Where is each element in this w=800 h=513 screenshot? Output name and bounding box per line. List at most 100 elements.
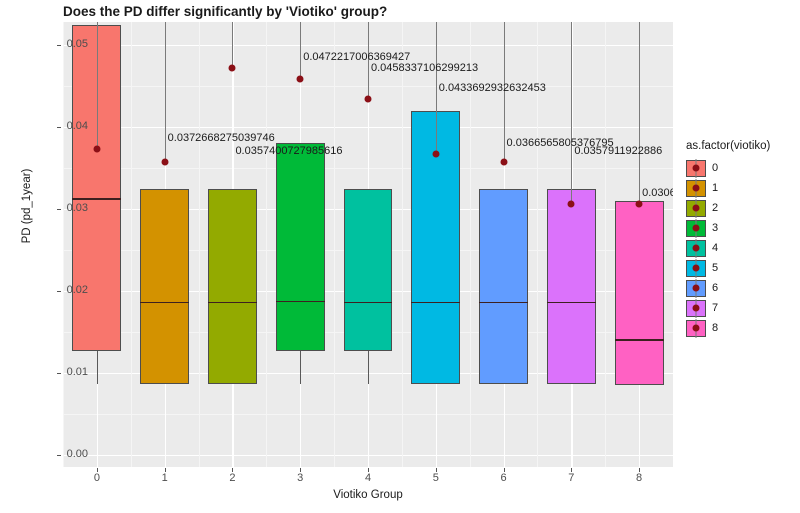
gridline-minor-vertical: [469, 22, 471, 467]
legend-color-swatch: [686, 238, 706, 258]
legend-point-glyph: [692, 164, 700, 172]
y-axis-tick-mark: [57, 127, 61, 128]
boxplot-box: [614, 200, 664, 386]
x-axis-tick-label: 8: [636, 472, 643, 484]
data-value-label: 0.0472217006369427: [303, 50, 411, 63]
mean-connector-line: [639, 22, 641, 205]
gridline-minor-vertical: [334, 22, 335, 467]
legend-color-swatch: [686, 178, 706, 198]
y-axis-tick-mark: [57, 291, 61, 292]
legend-item-label: 0: [712, 162, 719, 174]
gridline-minor-vertical: [198, 22, 200, 467]
boxplot-box: [546, 188, 596, 384]
legend-point-glyph: [692, 304, 700, 312]
x-axis-tick-label: 0: [93, 472, 100, 484]
y-axis-tick-mark: [57, 373, 61, 374]
legend-item-label: 6: [712, 282, 719, 294]
legend-point-glyph: [692, 324, 700, 332]
mean-point: [500, 158, 508, 165]
gridline-minor-vertical: [537, 22, 539, 467]
mean-point: [161, 158, 169, 166]
y-axis-tick-label: 0.01: [66, 366, 88, 378]
gridline-minor-vertical: [401, 22, 403, 467]
mean-point: [93, 145, 101, 153]
legend-items: 0 1 2 3 4 5 6 7 8: [686, 158, 800, 338]
legend-item: 2: [686, 198, 800, 218]
x-axis-tick-mark: [571, 468, 573, 472]
legend-item-label: 3: [712, 222, 719, 234]
x-axis-tick-mark: [368, 468, 369, 472]
legend-item-label: 7: [712, 302, 719, 314]
x-axis-tick-label: 4: [364, 472, 372, 484]
legend-title: as.factor(viotiko): [686, 140, 771, 152]
chart-title: Does the PD differ significantly by 'Vio…: [63, 4, 388, 19]
data-value-label: 0.0366565805376795: [506, 137, 614, 150]
y-axis-tick-label: 0.03: [66, 202, 88, 214]
legend: as.factor(viotiko) 0 1 2 3 4 5 6 7 8: [686, 140, 800, 338]
x-axis-tick-label: 3: [297, 472, 304, 484]
x-axis-tick-label: 7: [568, 472, 575, 484]
legend-item-label: 2: [712, 202, 719, 214]
x-axis-tick-mark: [232, 468, 234, 472]
mean-connector-line: [503, 22, 505, 162]
x-axis-tick-label: 2: [229, 472, 236, 484]
boxplot-median-line: [140, 301, 190, 304]
legend-point-glyph: [692, 184, 700, 192]
boxplot-box: [343, 188, 393, 351]
mean-connector-line: [164, 22, 166, 162]
mean-point: [228, 64, 236, 72]
legend-item-label: 5: [712, 262, 719, 274]
legend-item-label: 1: [712, 182, 719, 194]
mean-connector-line: [300, 22, 302, 80]
whisker-lower: [300, 350, 302, 385]
legend-item-label: 8: [712, 322, 719, 334]
x-axis-tick-mark: [164, 468, 166, 472]
data-value-label: 0.0458337106299213: [371, 62, 479, 75]
x-axis-tick-mark: [300, 468, 302, 472]
plot-panel: 0.0372668275039746 0.0357400727985616 0.04…: [63, 22, 673, 467]
boxplot-median-line: [546, 301, 596, 304]
boxplot-median-line: [614, 339, 664, 341]
gridline-minor-vertical: [63, 22, 64, 467]
legend-item: 3: [686, 218, 800, 238]
legend-point-glyph: [692, 264, 700, 272]
x-axis-tick-mark: [639, 468, 641, 472]
data-value-label: 0.0306066853426: [642, 187, 673, 200]
y-axis-tick-mark: [57, 209, 61, 210]
x-axis-tick-mark: [435, 468, 437, 472]
legend-item: 7: [686, 298, 800, 318]
x-axis-tick-label: 6: [500, 472, 507, 484]
legend-color-swatch: [686, 298, 706, 318]
boxplot-median-line: [275, 300, 325, 303]
legend-item: 5: [686, 258, 800, 278]
legend-color-swatch: [686, 258, 706, 278]
y-axis-tick-mark: [57, 455, 61, 456]
mean-connector-line: [435, 22, 437, 155]
legend-color-swatch: [686, 278, 706, 298]
mean-point: [567, 200, 575, 208]
x-axis-title: Viotiko Group: [333, 489, 403, 501]
y-axis-title: PD (pd_1year): [21, 168, 33, 244]
legend-point-glyph: [692, 224, 700, 232]
boxplot-box: [275, 143, 325, 351]
x-axis-tick-label: 1: [161, 472, 168, 484]
data-value-label: 0.0433692932632453: [438, 82, 546, 95]
legend-item: 8: [686, 318, 800, 338]
boxplot-median-line: [208, 301, 257, 304]
legend-item: 6: [686, 278, 800, 298]
mean-connector-line: [571, 22, 573, 205]
legend-point-glyph: [692, 284, 700, 292]
y-axis-tick-mark: [57, 45, 61, 46]
whisker-lower: [96, 350, 98, 385]
legend-item: 1: [686, 178, 800, 198]
boxplot-median-line: [479, 301, 528, 304]
x-axis-tick-mark: [96, 468, 98, 472]
legend-point-glyph: [692, 244, 700, 252]
legend-point-glyph: [692, 204, 700, 212]
whisker-lower: [368, 350, 369, 385]
gridline-minor-vertical: [266, 22, 267, 467]
mean-connector-line: [368, 22, 369, 100]
gridline-minor-vertical: [130, 22, 132, 467]
gridline-minor-vertical: [605, 22, 606, 467]
